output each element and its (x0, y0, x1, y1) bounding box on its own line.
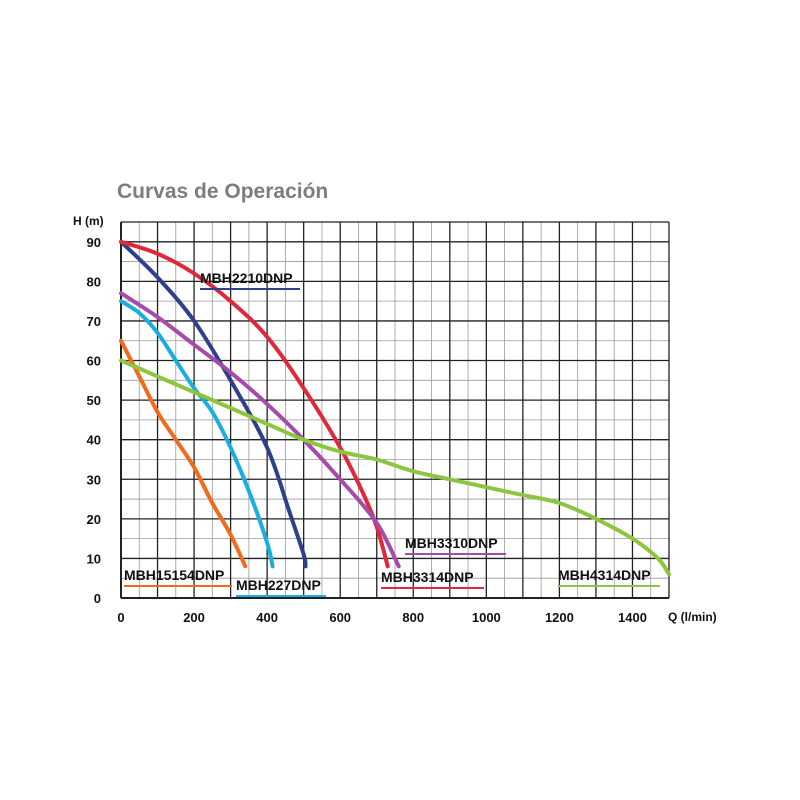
y-tick-label: 40 (87, 433, 101, 448)
series-lines (119, 239, 671, 577)
y-tick-label: 10 (87, 551, 101, 566)
x-tick-label: 0 (117, 610, 124, 625)
series-label-mbh15154dnp: MBH15154DNP (124, 567, 232, 587)
y-tick-label: 30 (87, 472, 101, 487)
y-tick-label: 20 (87, 512, 101, 527)
x-tick-label: 600 (329, 610, 351, 625)
axis-ticks: 0 200 400 600 800 1000 1200 1400 0 10 20 30 40 50 60 70… (87, 235, 647, 625)
y-tick-label: 0 (94, 591, 101, 606)
series-label-text: MBH15154DNP (124, 567, 224, 583)
y-tick-label: 70 (87, 314, 101, 329)
y-tick-label: 80 (87, 274, 101, 289)
x-tick-label: 1000 (472, 610, 501, 625)
series-labels: MBH2210DNP MBH15154DNP MBH227DNP MBH3314DNP… (124, 270, 660, 597)
series-line-mbh4314dnp (119, 358, 671, 577)
grid (120, 221, 670, 599)
x-tick-label: 200 (183, 610, 205, 625)
series-label-text: MBH2210DNP (200, 270, 293, 286)
y-tick-label: 60 (87, 354, 101, 369)
series-label-mbh227dnp: MBH227DNP (236, 577, 326, 597)
x-tick-label: 1200 (545, 610, 574, 625)
series-line-mbh2210dnp (119, 239, 308, 569)
chart-title: Curvas de Operación (117, 180, 328, 203)
series-label-text: MBH227DNP (236, 577, 321, 593)
y-tick-label: 50 (87, 393, 101, 408)
x-tick-label: 1400 (618, 610, 647, 625)
y-axis-label: H (m) (73, 214, 104, 228)
series-label-mbh2210dnp: MBH2210DNP (200, 270, 300, 290)
series-label-text: MBH4314DNP (558, 567, 651, 583)
series-label-text: MBH3314DNP (381, 569, 474, 585)
x-tick-label: 400 (256, 610, 278, 625)
y-tick-label: 90 (87, 235, 101, 250)
series-label-text: MBH3310DNP (405, 535, 498, 551)
x-axis-label: Q (l/min) (668, 610, 717, 624)
series-label-mbh3314dnp: MBH3314DNP (381, 569, 484, 589)
x-tick-label: 800 (402, 610, 424, 625)
series-line-mbh3310dnp (119, 291, 401, 569)
series-line-mbh3314dnp (119, 239, 390, 569)
series-line-mbh15154dnp (119, 338, 248, 569)
series-line-mbh227dnp (119, 299, 275, 569)
series-label-mbh3310dnp: MBH3310DNP (405, 535, 506, 555)
series-label-mbh4314dnp: MBH4314DNP (558, 567, 660, 587)
